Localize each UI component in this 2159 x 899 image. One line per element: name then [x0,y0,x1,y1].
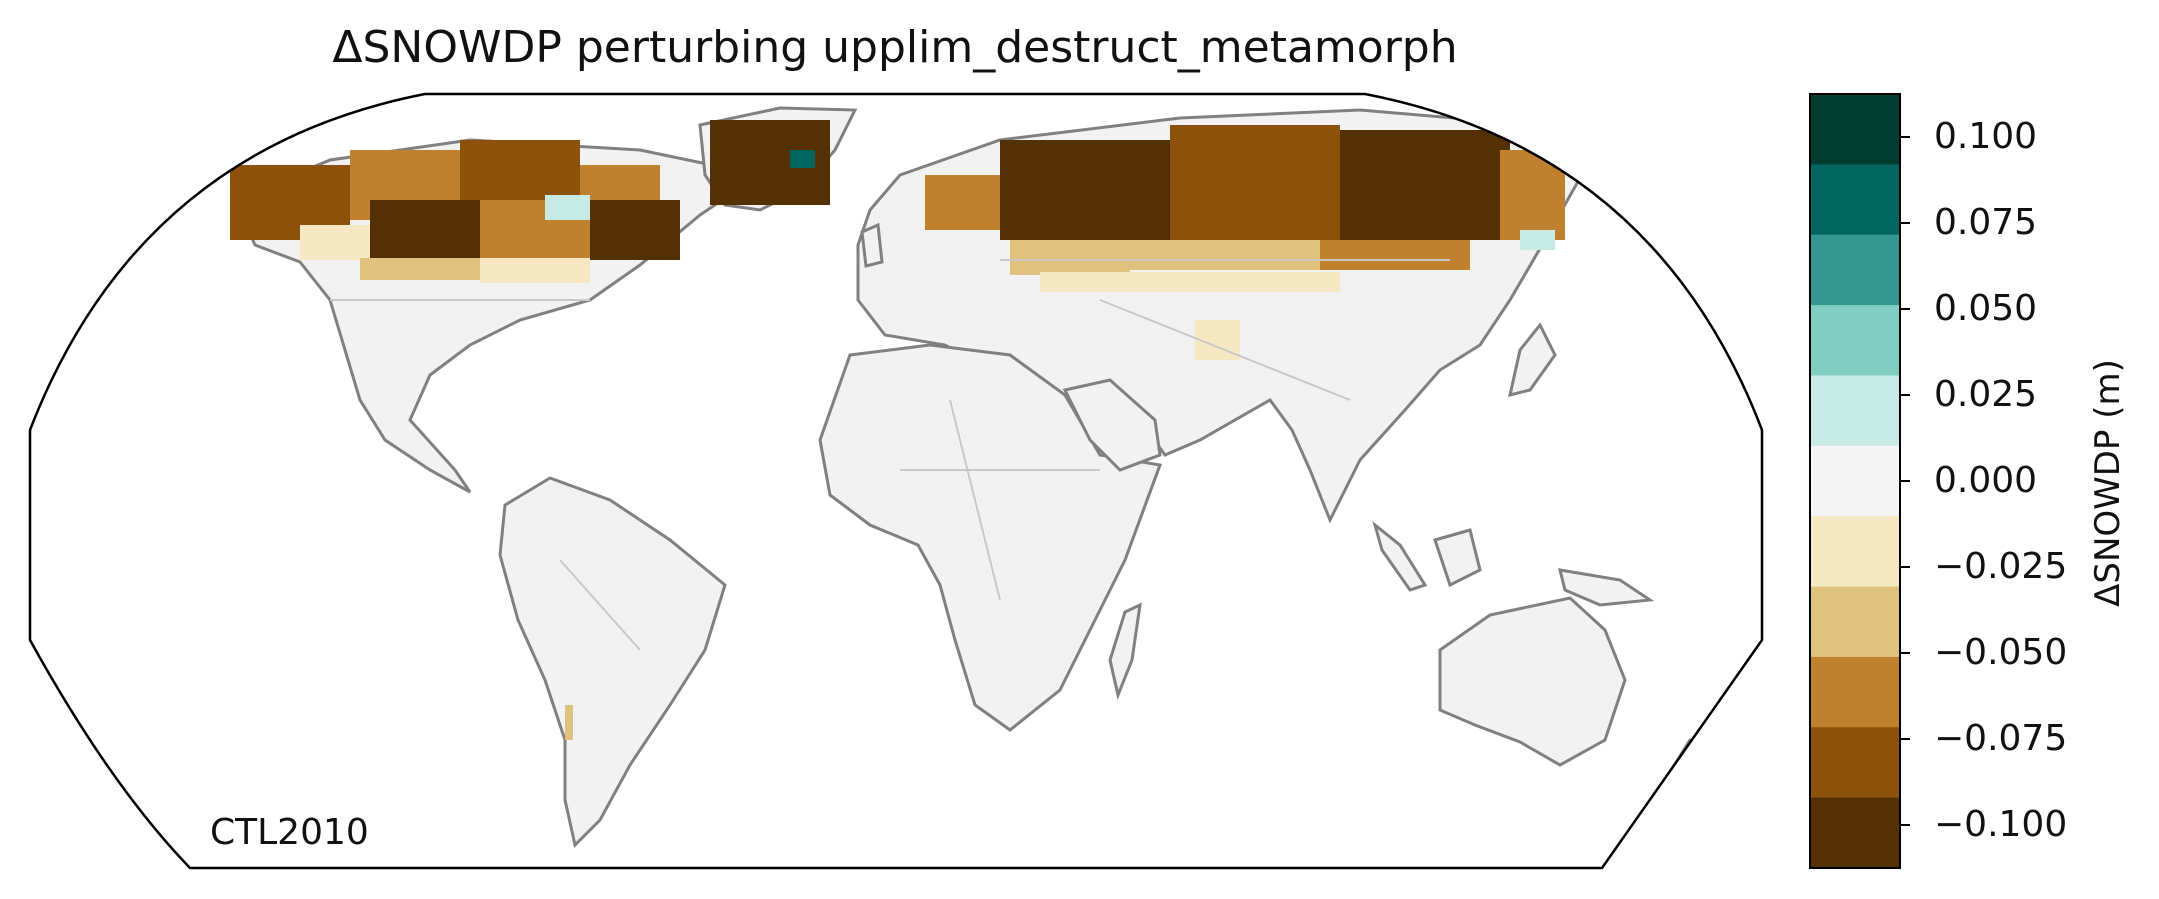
anomaly-cell [590,200,680,260]
colorbar-segment [1810,586,1900,658]
anomaly-cell [1130,240,1320,270]
anomaly-cell [460,140,580,200]
anomaly-cell [1000,140,1170,240]
case-annotation: CTL2010 [210,812,369,853]
colorbar-segment [1810,445,1900,517]
land-japan [1508,322,1557,398]
chart-title: ΔSNOWDP perturbing upplim_destruct_metam… [332,22,1458,73]
land-borneo [1433,528,1482,588]
colorbar-segment [1810,516,1900,588]
colorbar-label: ΔSNOWDP (m) [2088,359,2128,607]
colorbar-segment [1810,727,1900,799]
borders [330,259,1450,651]
colorbar-ticks [1900,136,1910,826]
anomaly-cell [300,225,370,260]
colorbar-segment [1810,375,1900,447]
colorbar-tick-label: −0.050 [1934,632,2068,673]
colorbar-tick-label: −0.025 [1934,546,2068,587]
anomaly-cell [545,195,590,220]
colorbar-segment [1810,797,1900,869]
anomaly-cell [1010,240,1130,275]
anomaly-cell [925,175,1005,230]
anomaly-cell [1170,125,1340,240]
anomaly-cell [1320,240,1470,270]
land-uk [860,222,884,268]
colorbar-segment [1810,234,1900,306]
land-australia [1438,596,1627,767]
colorbar-tick-label: 0.075 [1934,202,2038,243]
map-body [230,106,1708,848]
anomaly-cell [1340,130,1510,240]
anomaly-layer [230,120,1565,740]
globe-outline [28,92,1764,870]
anomaly-cell [370,200,480,260]
colorbar-segment [1810,305,1900,376]
anomaly-cell [1500,150,1565,240]
colorbar-segment [1810,94,1900,165]
land-madagascar [1108,602,1142,701]
anomaly-cell [790,150,815,168]
anomaly-cell [1520,230,1555,250]
colorbar [1810,94,1900,869]
colorbar-tick-label: 0.100 [1934,116,2038,157]
anomaly-cell [565,705,573,740]
colorbar-tick-label: −0.075 [1934,718,2068,759]
colorbar-tick-label: 0.000 [1934,460,2038,501]
colorbar-tick-label: 0.025 [1934,374,2038,415]
land-new-guinea [1557,568,1655,607]
land-africa [818,343,1163,732]
anomaly-cell [360,258,480,280]
anomaly-cell [480,258,590,283]
land-south-america [498,476,727,848]
land-new-zealand [1659,738,1708,792]
colorbar-tick-label: −0.100 [1934,804,2068,845]
anomaly-cell [1040,272,1340,292]
land-arabia [1062,378,1162,472]
colorbar-segment [1810,656,1900,728]
colorbar-tick-label: 0.050 [1934,288,2038,329]
colorbar-segment [1810,164,1900,236]
land-sumatra [1372,520,1428,592]
